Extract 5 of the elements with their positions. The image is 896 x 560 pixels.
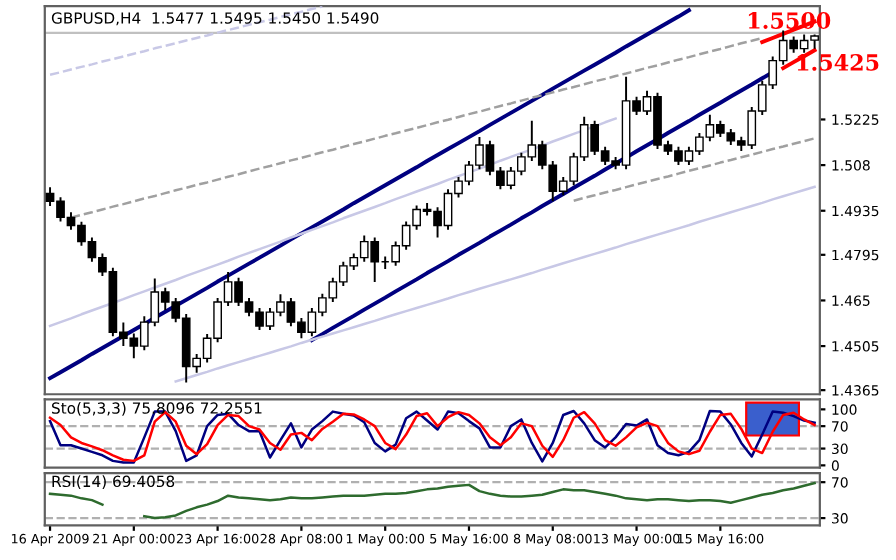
line-series: [48, 8, 691, 381]
line-series: [48, 117, 617, 328]
line-series: [572, 137, 816, 202]
line-series: [174, 185, 816, 383]
line-series: [48, 6, 324, 77]
